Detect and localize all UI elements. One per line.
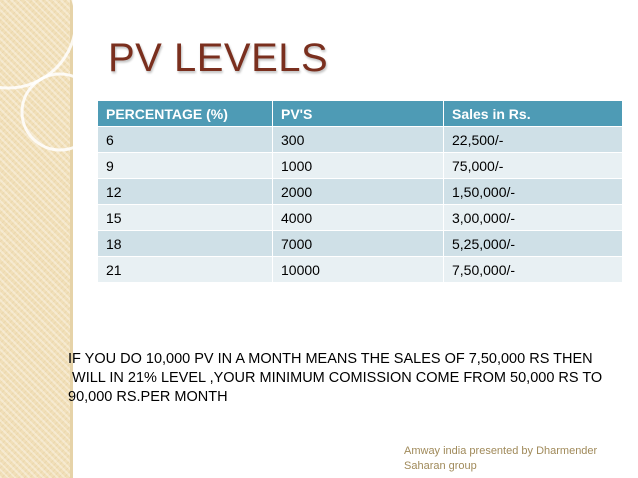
sidebar-border — [70, 0, 73, 478]
table-row: 18 7000 5,25,000/- — [98, 230, 623, 257]
table-row: 6 300 22,500/- — [98, 126, 623, 153]
decorative-sidebar — [0, 0, 70, 478]
cell-sales: 22,500/- — [443, 126, 623, 153]
note-line: IF YOU DO 10,000 PV IN A MONTH MEANS THE… — [68, 351, 593, 367]
note-line: 90,000 RS.PER MONTH — [68, 389, 228, 405]
header-sales: Sales in Rs. — [443, 101, 623, 127]
footer-credit: Amway india presented by Dharmender Saha… — [404, 444, 614, 474]
header-pvs: PV'S — [272, 101, 444, 127]
cell-percentage: 15 — [98, 204, 273, 231]
cell-pvs: 7000 — [272, 230, 444, 257]
cell-percentage: 6 — [98, 126, 273, 153]
cell-pvs: 4000 — [272, 204, 444, 231]
cell-percentage: 18 — [98, 230, 273, 257]
cell-sales: 7,50,000/- — [443, 256, 623, 282]
table-row: 12 2000 1,50,000/- — [98, 178, 623, 205]
cell-sales: 5,25,000/- — [443, 230, 623, 257]
note-line: WILL IN 21% LEVEL ,YOUR MINIMUM COMISSIO… — [68, 370, 603, 386]
footer-line: Saharan group — [404, 460, 477, 472]
table-row: 15 4000 3,00,000/- — [98, 204, 623, 231]
cell-sales: 1,50,000/- — [443, 178, 623, 205]
cell-percentage: 9 — [98, 152, 273, 179]
cell-sales: 3,00,000/- — [443, 204, 623, 231]
pv-levels-table: PERCENTAGE (%) PV'S Sales in Rs. 6 300 2… — [98, 101, 623, 282]
table-row: 21 10000 7,50,000/- — [98, 256, 623, 282]
header-percentage: PERCENTAGE (%) — [98, 101, 273, 127]
cell-pvs: 10000 — [272, 256, 444, 282]
cell-percentage: 21 — [98, 256, 273, 282]
table-row: 9 1000 75,000/- — [98, 152, 623, 179]
cell-percentage: 12 — [98, 178, 273, 205]
cell-sales: 75,000/- — [443, 152, 623, 179]
cell-pvs: 2000 — [272, 178, 444, 205]
commission-note: IF YOU DO 10,000 PV IN A MONTH MEANS THE… — [68, 350, 638, 407]
table-header-row: PERCENTAGE (%) PV'S Sales in Rs. — [98, 101, 623, 127]
cell-pvs: 300 — [272, 126, 444, 153]
cell-pvs: 1000 — [272, 152, 444, 179]
page-title: PV LEVELS — [108, 36, 329, 80]
footer-line: Amway india presented by Dharmender — [404, 445, 598, 457]
